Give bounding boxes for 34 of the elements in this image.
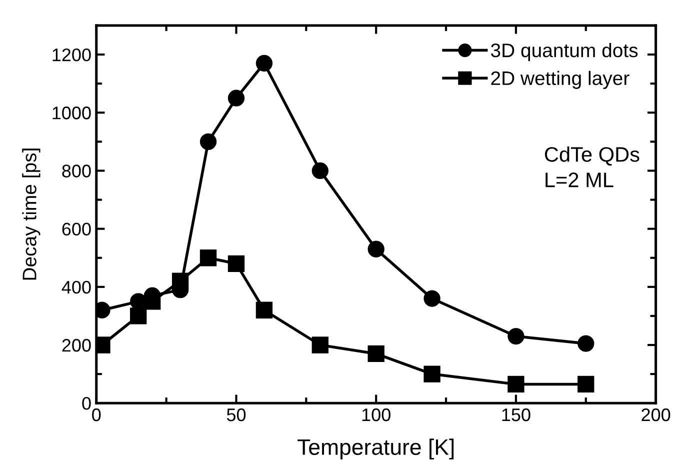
point [312,336,328,354]
x-tick-label: 50 [226,408,246,422]
point [200,133,217,150]
point [312,162,328,180]
point [424,290,440,307]
x-axis-title: Temperature [K] [298,438,454,460]
point [256,302,273,318]
x-tick-label: 200 [642,408,670,422]
legend-label: 2D wetting layer [491,70,630,89]
point [578,335,594,352]
x-tick-label: 0 [92,408,101,422]
point [228,90,245,106]
point [200,250,217,266]
point [508,376,524,393]
y-tick-label: 200 [62,338,91,352]
point [256,54,273,72]
point [508,328,524,345]
legend-label: 3D quantum dots [490,42,638,62]
y-tick-label: 800 [62,164,91,178]
y-tick-label: 400 [62,280,91,294]
x-tick-label: 100 [362,408,390,422]
point [228,255,245,272]
annotation: CdTe QDs L=2 ML [544,146,640,188]
y-tick-label: 1000 [52,106,91,120]
x-tick-label: 150 [502,408,530,422]
y-tick-label: 1200 [52,48,91,62]
point [368,345,384,362]
y-axis-title: Decay time [ps] [22,148,40,280]
point [424,366,440,382]
point [578,376,594,393]
point [368,240,384,258]
y-tick-label: 600 [62,222,91,236]
y-tick-label: 0 [82,397,91,410]
point [130,308,147,324]
